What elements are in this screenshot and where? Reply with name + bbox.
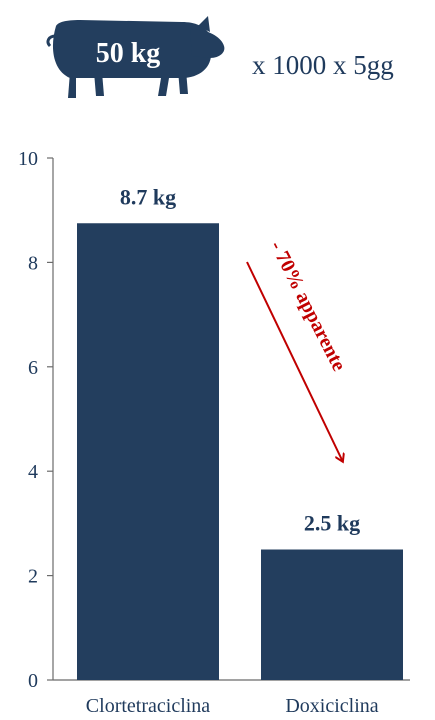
y-tick-label: 10 <box>18 148 38 170</box>
header: 50 kg x 1000 x 5gg <box>0 0 435 110</box>
x-category-label: Doxiciclina <box>285 695 378 717</box>
y-tick-label: 8 <box>28 252 38 274</box>
bar <box>77 223 219 680</box>
annotation: - 70% apparente <box>246 237 351 460</box>
bar-data-label: 8.7 kg <box>120 184 176 209</box>
pig-icon: 50 kg <box>46 16 225 98</box>
multiplier-text: x 1000 x 5gg <box>252 50 394 80</box>
y-tick-label: 6 <box>28 357 38 379</box>
y-tick-label: 4 <box>28 461 38 483</box>
bars <box>77 223 403 680</box>
x-category-label: Clortetraciclina <box>86 695 211 717</box>
axes: 0 2 4 6 8 10 <box>18 148 410 692</box>
trend-arrow <box>246 261 342 460</box>
y-tick-label: 0 <box>28 670 38 692</box>
bar <box>261 549 403 680</box>
y-tick-label: 2 <box>28 566 38 588</box>
pig-weight-label: 50 kg <box>96 38 161 69</box>
reduction-annotation: - 70% apparente <box>266 237 351 374</box>
bar-data-label: 2.5 kg <box>304 511 360 536</box>
labels: 8.7 kg Clortetraciclina 2.5 kg Doxiciclina <box>86 184 379 717</box>
